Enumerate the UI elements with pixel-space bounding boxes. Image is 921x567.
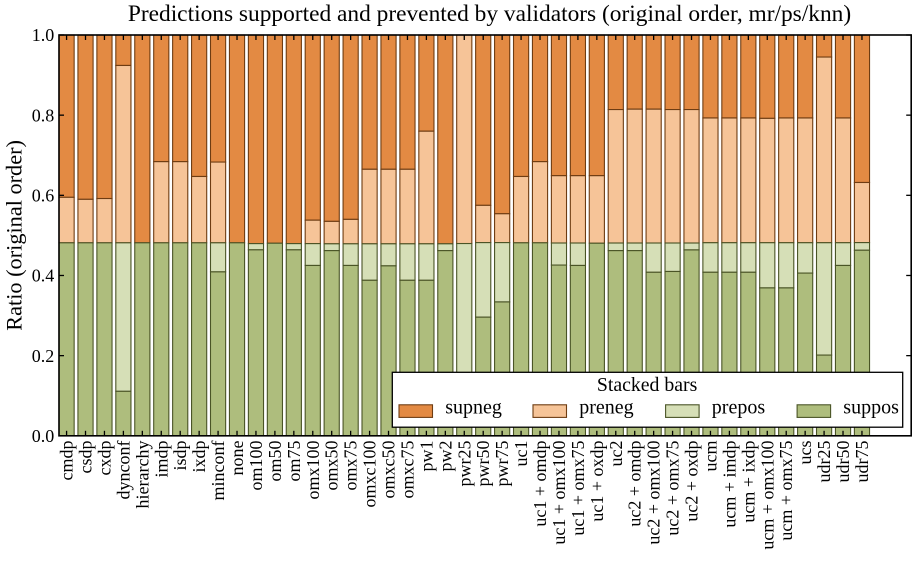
svg-text:cmdp: cmdp bbox=[57, 441, 77, 481]
svg-text:uc2 + omx75: uc2 + omx75 bbox=[663, 441, 683, 536]
svg-text:hierarchy: hierarchy bbox=[132, 441, 152, 509]
svg-text:pwr25: pwr25 bbox=[454, 441, 474, 487]
svg-text:cxdp: cxdp bbox=[94, 441, 114, 476]
svg-text:udr25: udr25 bbox=[814, 441, 834, 483]
svg-text:udr50: udr50 bbox=[833, 441, 853, 483]
svg-text:uc1 + omx100: uc1 + omx100 bbox=[549, 441, 569, 545]
svg-text:prepos: prepos bbox=[712, 397, 766, 419]
svg-text:ucm + imdp: ucm + imdp bbox=[719, 441, 739, 528]
svg-text:uc1 + omdp: uc1 + omdp bbox=[530, 441, 550, 527]
svg-text:Predictions supported and prev: Predictions supported and prevented by v… bbox=[128, 1, 851, 27]
svg-text:omxc75: omxc75 bbox=[397, 441, 417, 499]
svg-text:om50: om50 bbox=[265, 441, 285, 482]
svg-text:Stacked bars: Stacked bars bbox=[597, 374, 698, 396]
svg-text:pwr75: pwr75 bbox=[492, 441, 512, 487]
svg-text:pw2: pw2 bbox=[435, 441, 455, 472]
svg-text:uc1 + oxdp: uc1 + oxdp bbox=[587, 441, 607, 522]
svg-text:uc2: uc2 bbox=[606, 441, 626, 467]
svg-text:pwr50: pwr50 bbox=[473, 440, 493, 486]
svg-text:Ratio (original order): Ratio (original order) bbox=[2, 140, 27, 331]
svg-text:uc2 + oxdp: uc2 + oxdp bbox=[682, 441, 702, 522]
svg-text:0.0: 0.0 bbox=[32, 426, 55, 446]
svg-text:dynconf: dynconf bbox=[113, 440, 133, 499]
svg-text:uc2 + omx100: uc2 + omx100 bbox=[644, 441, 664, 545]
svg-text:0.8: 0.8 bbox=[32, 105, 55, 125]
svg-text:ucs: ucs bbox=[795, 441, 815, 465]
svg-text:none: none bbox=[227, 441, 247, 476]
svg-text:csdp: csdp bbox=[76, 441, 96, 474]
svg-text:omxc100: omxc100 bbox=[360, 441, 380, 508]
svg-text:ucm: ucm bbox=[700, 441, 720, 472]
svg-text:omx100: omx100 bbox=[303, 441, 323, 500]
svg-text:ixdp: ixdp bbox=[189, 441, 209, 473]
svg-text:minconf: minconf bbox=[208, 441, 228, 501]
svg-text:supneg: supneg bbox=[445, 397, 502, 419]
svg-text:uc1 + omx75: uc1 + omx75 bbox=[568, 441, 588, 536]
svg-text:imdp: imdp bbox=[151, 441, 171, 478]
svg-text:ucm + omx100: ucm + omx100 bbox=[757, 441, 777, 550]
svg-text:isdp: isdp bbox=[170, 441, 190, 471]
svg-text:suppos: suppos bbox=[843, 397, 899, 419]
svg-text:ucm + omx75: ucm + omx75 bbox=[776, 441, 796, 541]
svg-text:preneg: preneg bbox=[579, 397, 633, 419]
svg-text:omx75: omx75 bbox=[341, 441, 361, 491]
svg-text:0.2: 0.2 bbox=[32, 346, 55, 366]
svg-text:uc2 + omdp: uc2 + omdp bbox=[625, 441, 645, 527]
svg-text:0.4: 0.4 bbox=[32, 266, 55, 286]
svg-text:pw1: pw1 bbox=[416, 441, 436, 472]
svg-text:om100: om100 bbox=[246, 441, 266, 491]
svg-text:omxc50: omxc50 bbox=[379, 441, 399, 499]
svg-text:0.6: 0.6 bbox=[32, 186, 55, 206]
svg-text:om75: om75 bbox=[284, 441, 304, 482]
svg-text:omx50: omx50 bbox=[322, 441, 342, 491]
svg-text:ucm + ixdp: ucm + ixdp bbox=[738, 441, 758, 523]
svg-text:udr75: udr75 bbox=[852, 441, 872, 483]
svg-text:1.0: 1.0 bbox=[32, 25, 55, 45]
svg-text:uc1: uc1 bbox=[511, 441, 531, 467]
